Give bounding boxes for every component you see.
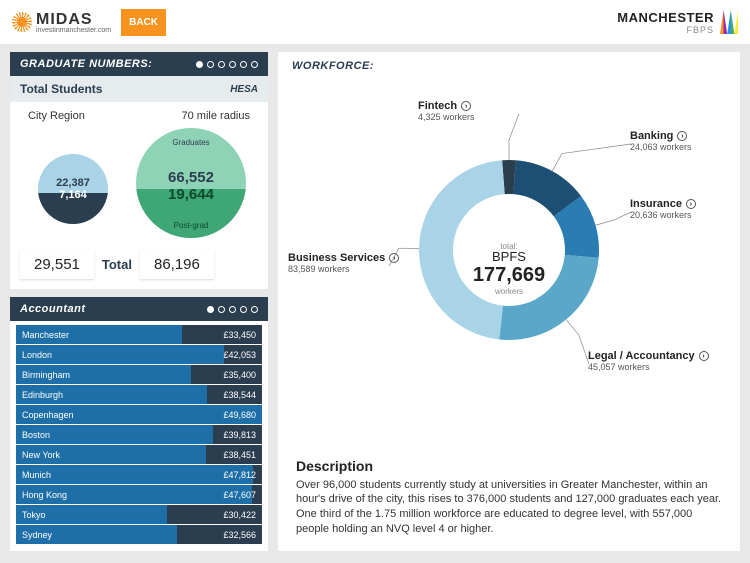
- graduate-title: Total Students: [20, 82, 102, 96]
- pager-dot[interactable]: [251, 61, 258, 68]
- hesa-source: HESA: [230, 84, 258, 95]
- pager-dot[interactable]: [218, 306, 225, 313]
- salary-value: £35,400: [223, 370, 262, 380]
- city-name: Boston: [16, 430, 50, 440]
- radius-circle: Graduates 66,552 19,644 Post-grad: [136, 128, 246, 238]
- pager-dot[interactable]: [196, 61, 203, 68]
- city-postgrad: 7,164: [59, 189, 87, 201]
- accountant-panel: Accountant Manchester £33,450 London £42,05…: [10, 297, 268, 551]
- salary-value: £38,544: [223, 390, 262, 400]
- total-radius: 86,196: [140, 250, 214, 279]
- city-name: Birmingham: [16, 370, 70, 380]
- radius-postgrad: 19,644: [168, 186, 214, 203]
- segment-label[interactable]: Legal / Accountancy›45,057 workers: [588, 350, 709, 372]
- city-name: New York: [16, 450, 60, 460]
- salary-row[interactable]: Hong Kong £47,607: [16, 485, 262, 504]
- back-button[interactable]: BACK: [121, 9, 166, 36]
- pager-dot[interactable]: [251, 306, 258, 313]
- salary-row[interactable]: New York £38,451: [16, 445, 262, 464]
- manchester-logo: MANCHESTER FBPS: [617, 10, 738, 35]
- salary-value: £49,680: [223, 410, 262, 420]
- pager-dot[interactable]: [240, 61, 247, 68]
- accountant-header-text: Accountant: [20, 303, 86, 315]
- salary-row[interactable]: Edinburgh £38,544: [16, 385, 262, 404]
- manchester-subtext: FBPS: [617, 25, 714, 35]
- midas-logo: MIDAS investinmanchester.com: [12, 11, 111, 34]
- total-label: Total: [102, 257, 132, 272]
- salary-value: £47,812: [223, 470, 262, 480]
- graduate-pager[interactable]: [196, 61, 258, 68]
- chevron-right-icon: ›: [699, 351, 709, 361]
- accountant-header: Accountant: [10, 297, 268, 321]
- chevron-right-icon: ›: [389, 253, 399, 263]
- pager-dot[interactable]: [218, 61, 225, 68]
- workforce-donut: total: BPFS 177,669 workers Fintech›4,32…: [278, 80, 740, 458]
- description-body: Over 96,000 students currently study at …: [296, 478, 722, 537]
- accountant-pager[interactable]: [207, 306, 258, 313]
- city-name: Munich: [16, 470, 51, 480]
- center-category: BPFS: [473, 249, 545, 264]
- app-header: MIDAS investinmanchester.com BACK MANCHE…: [0, 0, 750, 44]
- city-name: Manchester: [16, 330, 69, 340]
- salary-row[interactable]: Copenhagen £49,680: [16, 405, 262, 424]
- description-title: Description: [296, 458, 722, 474]
- city-name: Edinburgh: [16, 390, 63, 400]
- pager-dot[interactable]: [229, 306, 236, 313]
- salary-value: £32,566: [223, 530, 262, 540]
- manchester-text: MANCHESTER: [617, 10, 714, 25]
- salary-row[interactable]: Sydney £32,566: [16, 525, 262, 544]
- salary-value: £47,607: [223, 490, 262, 500]
- postgrad-label: Post-grad: [174, 221, 209, 230]
- donut-center: total: BPFS 177,669 workers: [473, 242, 545, 296]
- segment-label[interactable]: Insurance›20,636 workers: [630, 198, 696, 220]
- city-name: Tokyo: [16, 510, 46, 520]
- salary-row[interactable]: Boston £39,813: [16, 425, 262, 444]
- salary-row[interactable]: Manchester £33,450: [16, 325, 262, 344]
- segment-label[interactable]: Banking›24,063 workers: [630, 130, 692, 152]
- pager-dot[interactable]: [207, 306, 214, 313]
- city-name: London: [16, 350, 52, 360]
- pager-dot[interactable]: [229, 61, 236, 68]
- chevron-right-icon: ›: [461, 101, 471, 111]
- salary-row[interactable]: Tokyo £30,422: [16, 505, 262, 524]
- description-section: Description Over 96,000 students current…: [278, 458, 740, 537]
- salary-value: £38,451: [223, 450, 262, 460]
- graduate-panel: GRADUATE NUMBERS: Total Students HESA Ci…: [10, 52, 268, 289]
- salary-value: £42,053: [223, 350, 262, 360]
- graduates-label: Graduates: [172, 138, 209, 147]
- city-name: Copenhagen: [16, 410, 74, 420]
- city-name: Hong Kong: [16, 490, 67, 500]
- salary-value: £30,422: [223, 510, 262, 520]
- segment-label[interactable]: Fintech›4,325 workers: [418, 100, 475, 122]
- chevron-right-icon: ›: [686, 199, 696, 209]
- col-city-region: City Region: [28, 110, 85, 122]
- accountant-rows: Manchester £33,450 London £42,053 Birmingham…: [10, 321, 268, 551]
- midas-subtext: investinmanchester.com: [36, 27, 111, 34]
- col-70mile: 70 mile radius: [182, 110, 250, 122]
- salary-row[interactable]: London £42,053: [16, 345, 262, 364]
- pager-dot[interactable]: [207, 61, 214, 68]
- graduate-header-text: GRADUATE NUMBERS:: [20, 58, 152, 70]
- manchester-m-icon: [720, 10, 738, 34]
- salary-value: £39,813: [223, 430, 262, 440]
- salary-value: £33,450: [223, 330, 262, 340]
- segment-label[interactable]: Business Services›83,589 workers: [288, 252, 399, 274]
- center-workers: workers: [473, 287, 545, 296]
- workforce-header: WORKFORCE:: [278, 52, 740, 80]
- salary-row[interactable]: Birmingham £35,400: [16, 365, 262, 384]
- city-graduates: 22,387: [56, 177, 90, 189]
- city-name: Sydney: [16, 530, 52, 540]
- workforce-panel: WORKFORCE: total: BPFS 177,669 workers F…: [278, 52, 740, 551]
- salary-row[interactable]: Munich £47,812: [16, 465, 262, 484]
- midas-sun-icon: [12, 12, 32, 32]
- center-number: 177,669: [473, 264, 545, 287]
- radius-graduates: 66,552: [168, 169, 214, 186]
- pager-dot[interactable]: [240, 306, 247, 313]
- total-city: 29,551: [20, 250, 94, 279]
- graduate-circles: 22,387 7,164 Graduates 66,552 19,644 Pos…: [20, 126, 258, 246]
- city-region-circle: 22,387 7,164: [38, 154, 108, 224]
- graduate-header: GRADUATE NUMBERS:: [10, 52, 268, 76]
- chevron-right-icon: ›: [677, 131, 687, 141]
